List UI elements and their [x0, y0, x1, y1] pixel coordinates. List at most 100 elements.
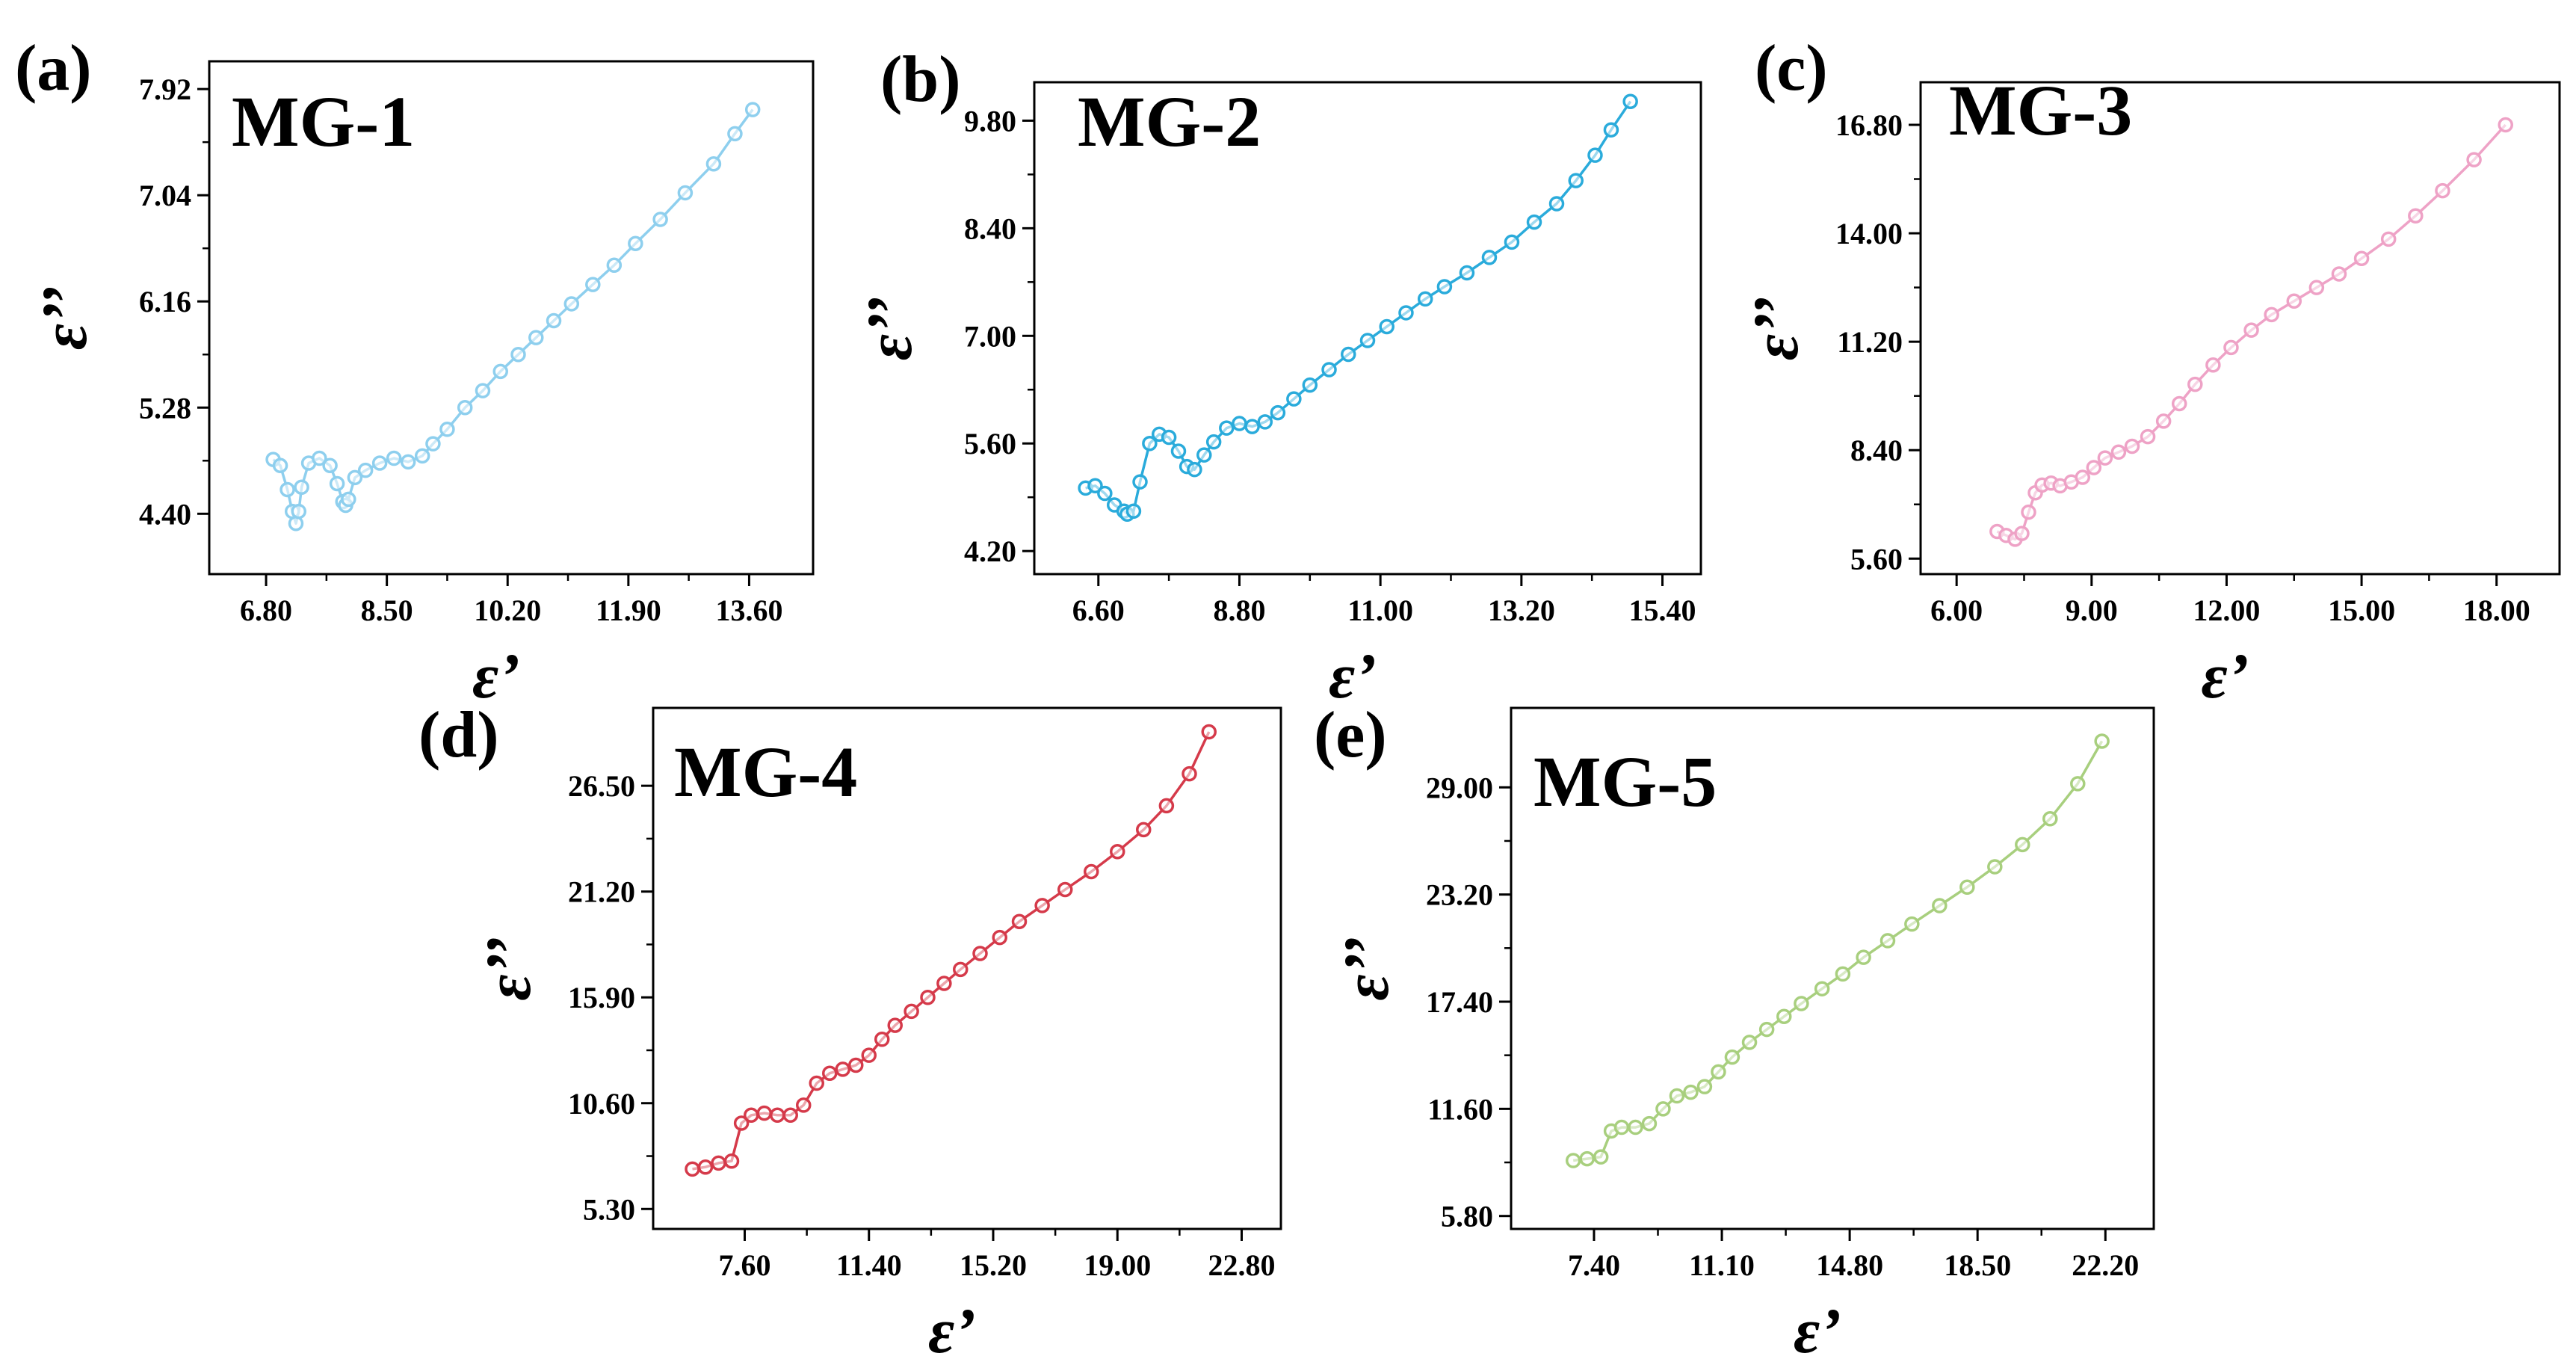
x-tick-label: 9.00: [2066, 594, 2118, 627]
data-point: [727, 126, 743, 142]
data-point: [744, 102, 761, 117]
y-axis-label: ε’’: [1330, 936, 1402, 1000]
y-tick-label: 23.20: [1426, 878, 1493, 912]
data-point: [475, 383, 491, 398]
panel-letter: (d): [418, 699, 499, 771]
x-tick-label: 8.80: [1213, 594, 1265, 627]
plot-frame: [1919, 81, 2561, 576]
data-point: [835, 1061, 850, 1077]
plot-frame: [1033, 81, 1702, 576]
data-point: [705, 155, 722, 172]
chart-panel-4: (d) MG-4 7.60 11.40 15.20 19.00 22.80 5.30 10.60…: [418, 699, 1282, 1362]
data-point: [1084, 863, 1099, 880]
data-point: [1057, 881, 1073, 898]
data-point: [2435, 182, 2450, 199]
data-point: [1613, 1119, 1630, 1135]
data-point: [733, 1115, 750, 1131]
data-point: [1125, 503, 1142, 519]
data-point: [796, 1097, 812, 1113]
x-tick-label: 11.10: [1689, 1248, 1755, 1282]
chart-title: MG-2: [1078, 81, 1261, 161]
data-point: [312, 450, 327, 466]
data-point: [711, 1155, 726, 1171]
data-point: [1132, 474, 1148, 490]
data-point: [1110, 844, 1125, 860]
data-point: [1628, 1119, 1643, 1135]
data-point: [1232, 416, 1247, 431]
data-point: [585, 277, 601, 292]
data-point: [2205, 357, 2221, 373]
x-tick-label: 6.00: [1930, 594, 1983, 627]
data-point: [329, 475, 345, 492]
data-point: [1257, 414, 1273, 430]
data-point: [809, 1075, 824, 1091]
y-tick-label: 15.90: [568, 981, 635, 1014]
data-point: [652, 212, 668, 227]
x-tick-label: 18.00: [2463, 594, 2530, 627]
panel-letter: (b): [880, 43, 961, 116]
y-tick-label: 5.28: [139, 391, 191, 425]
data-point: [1711, 1064, 1726, 1080]
data-point: [1196, 447, 1212, 463]
data-point: [322, 457, 338, 473]
data-point: [279, 481, 295, 498]
series-line: [1085, 100, 1632, 516]
data-point: [1904, 916, 1920, 932]
data-point: [1341, 346, 1356, 363]
chart-title: MG-4: [674, 732, 857, 812]
data-point: [1286, 391, 1302, 407]
chart-title: MG-5: [1533, 742, 1717, 822]
data-point: [563, 296, 580, 312]
data-point: [1835, 966, 1851, 982]
data-point: [2380, 231, 2397, 247]
data-point: [1548, 196, 1565, 212]
chart-panel-5: (e) MG-5 7.40 11.10 14.80 18.50 22.20 5.80 11.60…: [1314, 699, 2155, 1362]
data-point: [822, 1065, 838, 1081]
y-tick-label: 5.30: [583, 1192, 635, 1226]
x-tick-label: 6.60: [1072, 594, 1125, 627]
data-point: [1565, 1153, 1581, 1168]
data-point: [2466, 152, 2482, 167]
data-point: [1087, 478, 1103, 494]
data-point: [1641, 1115, 1658, 1132]
x-tick-label: 11.40: [836, 1248, 902, 1282]
x-axis-label: ε’: [1794, 1295, 1841, 1362]
chart-title: MG-3: [1949, 70, 2132, 150]
data-point: [2155, 413, 2172, 429]
y-tick-label: 26.50: [568, 769, 635, 803]
data-point: [1170, 443, 1187, 459]
data-point: [1587, 147, 1603, 163]
chart-panel-2: (b) MG-2 6.60 8.80 11.00 13.20 15.40 4.20 5.60 7.…: [853, 43, 1702, 712]
data-point: [2086, 460, 2102, 475]
data-point: [756, 1105, 772, 1121]
chart-panel-1: (a) MG-1 6.80 8.50 10.20 11.90 13.60 4.40 5.28 6.…: [15, 32, 815, 712]
y-axis-label: ε’’: [853, 296, 925, 360]
data-point: [1136, 822, 1152, 838]
data-point: [288, 515, 304, 531]
plot-frame: [652, 706, 1282, 1230]
data-point: [1655, 1101, 1671, 1117]
data-point: [782, 1107, 798, 1124]
data-point: [1856, 949, 1871, 965]
data-point: [1302, 377, 1318, 393]
x-axis-label: ε’: [928, 1295, 976, 1362]
x-tick-label: 11.00: [1347, 594, 1413, 627]
data-point: [1987, 859, 2003, 875]
data-point: [341, 491, 356, 508]
data-point: [1459, 265, 1475, 281]
data-point: [2187, 376, 2203, 392]
data-point: [972, 946, 988, 961]
y-tick-label: 11.20: [1837, 325, 1903, 359]
data-point: [1880, 933, 1896, 949]
x-tick-label: 10.20: [474, 594, 541, 627]
data-point: [1741, 1035, 1758, 1050]
chart-title: MG-1: [232, 81, 415, 161]
data-point: [2110, 444, 2127, 460]
data-point: [492, 363, 508, 380]
data-point: [2286, 293, 2302, 309]
plot-frame: [1510, 706, 2155, 1230]
data-point: [510, 346, 526, 363]
x-tick-label: 18.50: [1944, 1248, 2011, 1282]
data-point: [744, 1107, 759, 1124]
data-point: [528, 330, 544, 345]
